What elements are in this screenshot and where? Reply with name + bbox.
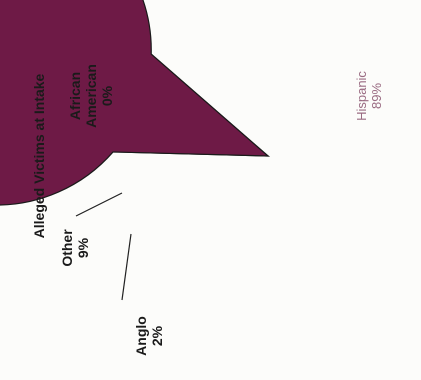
other-leader-line	[75, 192, 123, 217]
label-anglo-name: Anglo	[133, 316, 149, 356]
pie-slices	[0, 0, 271, 206]
chart-title: Alleged Victims at Intake	[31, 73, 47, 238]
label-anglo-pct: 2%	[149, 325, 165, 346]
slice-hispanic	[0, 0, 270, 206]
label-african-american-line2: American	[83, 64, 99, 128]
label-other-pct: 9%	[75, 237, 91, 258]
label-african-american-line1: African	[67, 72, 83, 120]
label-hispanic-name: Hispanic	[354, 71, 369, 121]
anglo-leader-line	[121, 233, 132, 301]
label-hispanic-pct: 89%	[369, 83, 384, 109]
label-african-american-pct: 0%	[99, 85, 115, 106]
label-other-name: Other	[59, 229, 75, 267]
